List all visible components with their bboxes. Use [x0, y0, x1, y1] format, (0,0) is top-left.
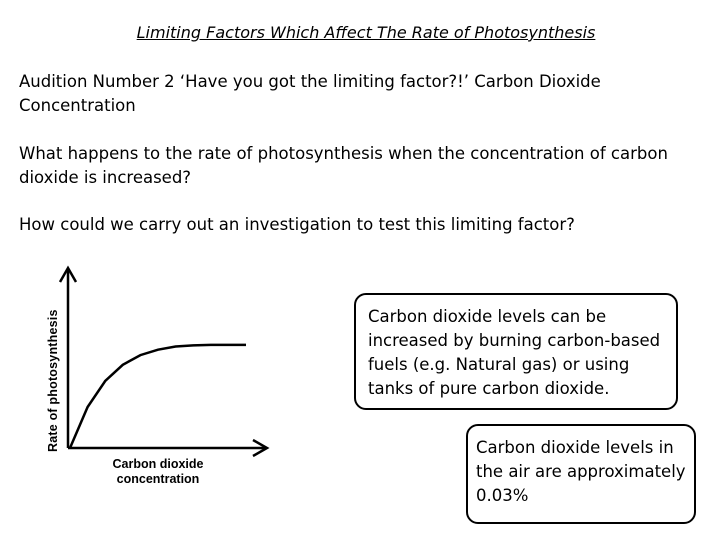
callout-increase-co2-text: Carbon dioxide levels can be increased b… [368, 307, 661, 398]
x-axis-arrow [252, 438, 270, 458]
callout-air-co2: Carbon dioxide levels in the air are app… [466, 424, 696, 524]
callout-air-co2-text: Carbon dioxide levels in the air are app… [476, 438, 686, 505]
rate-curve [68, 343, 246, 449]
y-axis-arrow [58, 265, 78, 283]
audition-text: Audition Number 2 ‘Have you got the limi… [19, 72, 601, 115]
investigation-question: How could we carry out an investigation … [19, 215, 575, 234]
y-axis-label: Rate of photosynthesis [46, 309, 60, 452]
photosynthesis-chart [40, 262, 280, 497]
slide-title: Limiting Factors Which Affect The Rate o… [136, 23, 596, 42]
question-text: What happens to the rate of photosynthes… [19, 144, 668, 187]
chart-svg [58, 265, 270, 458]
x-axis-label: Carbon dioxide concentration [112, 457, 204, 486]
callout-increase-co2: Carbon dioxide levels can be increased b… [354, 293, 678, 410]
